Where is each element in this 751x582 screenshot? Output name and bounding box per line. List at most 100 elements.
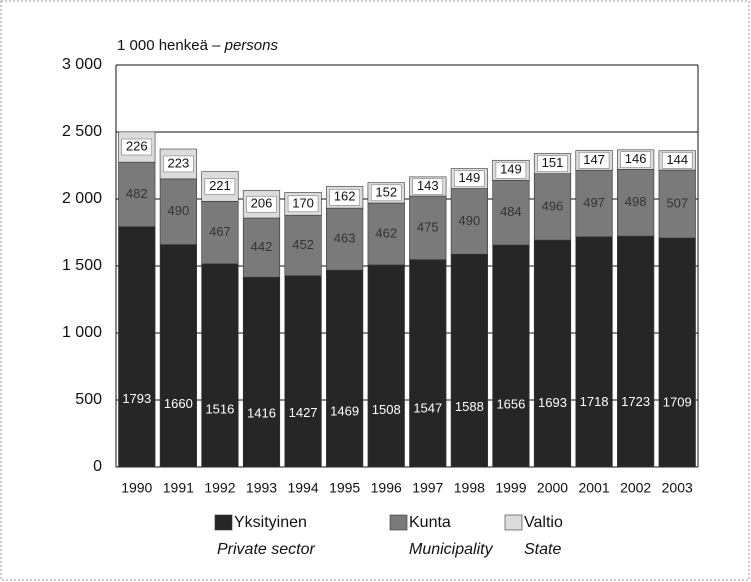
x-tick-label: 1992 (204, 480, 235, 496)
value-label: 442 (251, 239, 273, 254)
bar-segment (242, 217, 281, 278)
value-label: 1516 (205, 402, 234, 417)
value-label: 490 (168, 203, 190, 218)
value-label: 146 (625, 151, 647, 166)
x-tick-label: 1991 (163, 480, 194, 496)
y-tick-label: 500 (75, 391, 102, 408)
bar-segment (617, 235, 655, 468)
y-tick-label: 3 000 (62, 56, 102, 73)
value-label: 1660 (164, 396, 193, 411)
value-label: 1793 (122, 391, 151, 406)
value-label: 1588 (455, 399, 484, 414)
x-tick-label: 1999 (495, 480, 526, 496)
value-label: 149 (459, 170, 481, 185)
unit-en: persons (224, 37, 279, 54)
legend-swatch (389, 514, 408, 531)
value-label: 498 (625, 194, 647, 209)
legend-swatch (504, 514, 523, 531)
bar-segment (367, 264, 405, 468)
bar-segment (658, 237, 696, 468)
bar-segment (201, 200, 239, 265)
bar-segment (450, 253, 488, 468)
legend-label: Yksityinen (234, 514, 307, 531)
value-label: 223 (168, 155, 190, 170)
bar-segment (492, 179, 530, 246)
label-box (329, 189, 360, 206)
value-label: 1693 (538, 395, 567, 410)
x-tick-label: 1997 (412, 480, 443, 496)
value-label: 206 (251, 196, 273, 211)
legend-label: Kunta (409, 514, 451, 531)
label-box (204, 178, 236, 195)
value-label: 1416 (247, 405, 276, 420)
value-label: 162 (334, 189, 356, 204)
x-tick-label: 1993 (246, 480, 277, 496)
value-label: 143 (417, 178, 439, 193)
bar-segment (284, 275, 322, 468)
label-box (163, 155, 194, 173)
value-label: 482 (126, 186, 148, 201)
y-tick-label: 2 500 (62, 123, 102, 140)
y-tick-label: 1 000 (62, 324, 102, 341)
bar-segment (409, 259, 447, 468)
label-box (537, 155, 568, 172)
value-label: 144 (666, 152, 688, 167)
value-label: 1718 (580, 394, 609, 409)
value-label: 507 (666, 195, 688, 210)
bar-segment (492, 244, 530, 468)
label-box (121, 138, 153, 156)
legend-swatch (214, 514, 233, 531)
x-tick-label: 1996 (371, 480, 402, 496)
bar-segment (533, 239, 572, 468)
bar-segment (242, 276, 281, 468)
y-tick-label: 0 (93, 458, 102, 475)
label-box (454, 170, 485, 187)
label-box (246, 195, 277, 213)
value-label: 1427 (289, 405, 318, 420)
value-label: 1469 (330, 403, 359, 418)
value-label: 462 (375, 225, 397, 240)
bar-segment (118, 226, 156, 468)
bar-segment (658, 169, 696, 239)
bar-segment (284, 214, 322, 277)
x-tick-label: 1995 (329, 480, 360, 496)
value-label: 170 (292, 195, 314, 210)
label-box (412, 178, 444, 195)
x-tick-label: 1994 (287, 480, 318, 496)
label-box (578, 152, 610, 169)
legend-label-en: State (524, 541, 561, 558)
bar-segment (533, 173, 572, 241)
bar-segment (201, 263, 239, 468)
value-label: 475 (417, 219, 439, 234)
value-label: 1656 (496, 396, 525, 411)
bar-segment (159, 178, 197, 245)
bar-segment (326, 269, 364, 468)
value-label: 226 (126, 138, 148, 153)
value-label: 497 (583, 195, 605, 210)
legend-label: Valtio (524, 514, 563, 531)
value-label: 490 (459, 213, 481, 228)
bar-segment (450, 188, 488, 255)
bar-segment (575, 236, 613, 468)
bar-segment (159, 244, 197, 468)
value-label: 452 (292, 237, 314, 252)
value-label: 152 (375, 184, 397, 199)
unit-fi: 1 000 henkeä – (117, 37, 221, 54)
x-tick-label: 1998 (454, 480, 485, 496)
value-label: 1508 (372, 402, 401, 417)
value-label: 467 (209, 224, 231, 239)
label-box (287, 195, 319, 213)
bar-segment (575, 169, 613, 238)
x-tick-label: 2002 (620, 480, 651, 496)
value-label: 147 (583, 152, 605, 167)
x-tick-label: 2001 (578, 480, 609, 496)
value-label: 151 (542, 155, 564, 170)
x-tick-label: 2003 (662, 480, 693, 496)
label-box (620, 151, 651, 168)
value-label: 221 (209, 178, 231, 193)
value-label: 149 (500, 162, 522, 177)
value-label: 1709 (663, 394, 692, 409)
value-label: 463 (334, 231, 356, 246)
